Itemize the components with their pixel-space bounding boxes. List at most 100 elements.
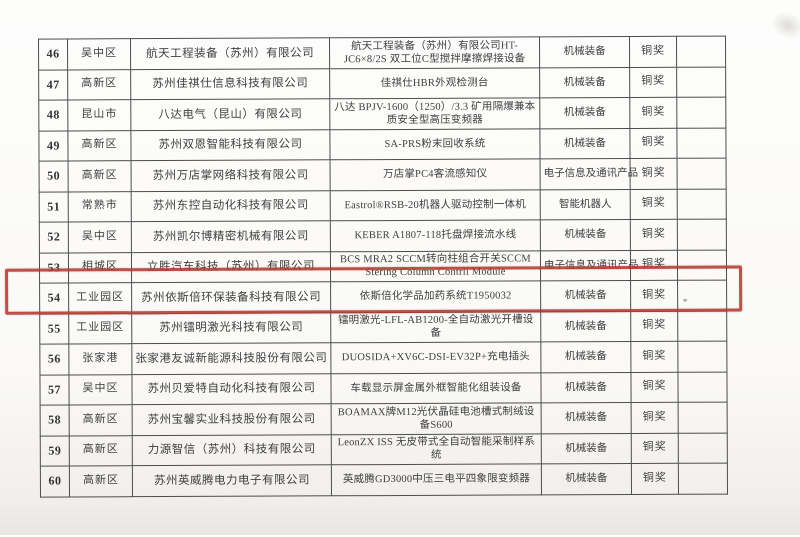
cell-blank (677, 188, 727, 220)
cell-company-name: 苏州英威腾电力电子有限公司 (132, 464, 332, 497)
cell-category: 机械装备 (540, 371, 632, 403)
cell-row-number: 59 (40, 435, 70, 467)
cell-product-name: 航天工程装备（苏州）有限公司HT-JC6×8/2S 双工位C型搅拌摩擦焊接设备 (329, 36, 540, 69)
cell-blank (676, 127, 727, 159)
cell-award: 铜奖 (630, 341, 678, 372)
cell-district: 高新区 (68, 160, 132, 192)
cell-blank (678, 402, 728, 433)
cell-category: 机械装备 (540, 219, 631, 251)
cell-category: 机械装备 (540, 310, 631, 342)
cell-award: 铜奖 (629, 127, 678, 159)
table-row: 55 工业园区 苏州镭明激光科技有限公司 镭明激光-LFL-AB1200-全自动… (39, 310, 727, 345)
cell-blank (677, 219, 727, 250)
cell-row-number: 53 (39, 252, 69, 284)
cell-company-name: 力源智信（苏州）科技有限公司 (132, 434, 332, 466)
cell-blank (677, 280, 727, 311)
cell-district: 吴中区 (68, 221, 132, 253)
cell-product-name: 英威腾GD3000中压三电平四象限变频器 (331, 463, 542, 496)
cell-row-number: 50 (39, 160, 69, 192)
cell-product-name: LeonZX ISS 无皮带式全自动智能采制样系统 (331, 433, 542, 465)
cell-company-name: 航天工程装备（苏州）有限公司 (130, 37, 330, 70)
cell-blank (677, 249, 727, 281)
cell-district: 相城区 (68, 252, 132, 283)
scan-smudge-mark (128, 313, 169, 316)
cell-company-name: 苏州佳祺仕信息科技有限公司 (130, 68, 330, 100)
cell-product-name: 镭明激光-LFL-AB1200-全自动激光开槽设备 (330, 311, 541, 343)
cell-district: 高新区 (67, 69, 131, 100)
cell-award: 铜奖 (630, 371, 679, 403)
award-list-table: 46 吴中区 航天工程装备（苏州）有限公司 航天工程装备（苏州）有限公司HT-J… (38, 36, 728, 497)
cell-award: 铜奖 (631, 402, 679, 433)
cell-category: 电子信息及通讯产品 (540, 249, 639, 281)
cell-award: 铜奖 (629, 36, 677, 67)
cell-blank (677, 158, 727, 189)
table-row: 52 吴中区 苏州凯尔博精密机械有限公司 KEBER A1807-118托盘焊接… (39, 219, 727, 253)
table-row: 46 吴中区 航天工程装备（苏州）有限公司 航天工程装备（苏州）有限公司HT-J… (38, 36, 726, 70)
cell-district: 高新区 (69, 404, 133, 436)
table-row: 54 工业园区 苏州依斯倍环保装备科技有限公司 依斯倍化学品加药系统T19500… (39, 280, 727, 314)
cell-district: 吴中区 (68, 374, 133, 405)
table-row: 58 高新区 苏州宝馨实业科技股份有限公司 BOAMAX牌M12光伏晶硅电池槽式… (40, 402, 728, 436)
cell-award: 铜奖 (631, 463, 679, 494)
table-row: 47 高新区 苏州佳祺仕信息科技有限公司 佳祺仕HBR外观检测台 机械装备 铜奖 (38, 66, 726, 101)
cell-company-name: 八达电气（昆山）有限公司 (130, 98, 330, 131)
cell-blank (677, 371, 728, 403)
table-row: 49 高新区 苏州双恩智能科技有限公司 SA-PRS粉末回收系统 机械装备 铜奖 (38, 127, 727, 162)
cell-row-number: 57 (39, 374, 70, 406)
cell-product-name: KEBER A1807-118托盘焊接流水线 (330, 219, 541, 252)
table-row: 48 昆山市 八达电气（昆山）有限公司 八达 BPJV-1600（1250）/3… (38, 97, 726, 131)
table-body: 46 吴中区 航天工程装备（苏州）有限公司 航天工程装备（苏州）有限公司HT-J… (38, 36, 728, 497)
cell-category: 机械装备 (539, 97, 630, 129)
cell-blank (676, 36, 726, 67)
cell-row-number: 56 (39, 343, 69, 375)
cell-row-number: 48 (38, 99, 68, 131)
table-row: 51 常熟市 苏州东控自动化科技有限公司 Eastrol®RSB-20机器人驱动… (39, 188, 727, 223)
cell-award: 铜奖 (629, 66, 677, 98)
cell-category: 机械装备 (539, 36, 630, 68)
cell-award: 铜奖 (631, 432, 679, 464)
cell-row-number: 46 (38, 38, 68, 70)
cell-row-number: 52 (39, 221, 69, 253)
cell-district: 工业园区 (68, 282, 132, 314)
cell-row-number: 51 (39, 191, 69, 223)
cell-district: 高新区 (69, 465, 133, 497)
cell-company-name: 苏州依斯倍环保装备科技有限公司 (131, 281, 331, 314)
cell-product-name: DUOSIDA+XV6C-DSI-EV32P+充电插头 (330, 341, 541, 374)
cell-company-name: 苏州贝爱特自动化科技有限公司 (131, 373, 332, 405)
cell-company-name: 苏州宝馨实业科技股份有限公司 (132, 403, 332, 436)
cell-award: 铜奖 (630, 280, 678, 311)
cell-company-name: 苏州凯尔博精密机械有限公司 (131, 220, 331, 253)
cell-blank (677, 341, 727, 372)
cell-product-name: SA-PRS粉末回收系统 (329, 128, 541, 160)
cell-district: 吴中区 (67, 38, 131, 70)
cell-company-name: 苏州双恩智能科技有限公司 (130, 129, 331, 161)
cell-award: 铜奖 (629, 97, 677, 128)
table-row: 50 高新区 苏州万店掌网络科技有限公司 万店掌PC4客流感知仪 电子信息及通讯… (39, 158, 727, 192)
cell-category: 机械装备 (539, 66, 630, 98)
cell-category: 智能机器人 (540, 188, 631, 220)
cell-product-name: Eastrol®RSB-20机器人驱动控制一体机 (330, 189, 541, 221)
cell-district: 高新区 (69, 435, 133, 466)
cell-award: 铜奖 (630, 188, 678, 220)
cell-company-name: 张家港友诚新能源科技股份有限公司 (131, 342, 331, 375)
cell-product-name: 依斯倍化学品加药系统T1950032 (330, 280, 541, 313)
cell-district: 高新区 (67, 130, 132, 161)
cell-product-name: BCS MRA2 SCCM转向柱组合开关SCCM Stering Column … (330, 250, 541, 282)
cell-product-name: 佳祺仕HBR外观检测台 (329, 67, 540, 99)
cell-category: 机械装备 (540, 341, 631, 373)
cell-category: 机械装备 (541, 432, 632, 464)
cell-category: 机械装备 (541, 402, 632, 434)
cell-award: 铜奖 (630, 219, 678, 250)
table-row: 60 高新区 苏州英威腾电力电子有限公司 英威腾GD3000中压三电平四象限变频… (40, 463, 728, 497)
cell-row-number: 60 (40, 465, 70, 497)
cell-district: 常熟市 (68, 191, 132, 222)
cell-company-name: 立胜汽车科技（苏州）有限公司 (131, 251, 331, 283)
cell-product-name: 万店掌PC4客流感知仪 (330, 158, 541, 191)
cell-district: 昆山市 (67, 99, 131, 131)
cell-blank (677, 310, 727, 342)
cell-category: 电子信息及通讯产品 (540, 158, 638, 190)
cell-row-number: 47 (38, 69, 68, 101)
cell-row-number: 55 (39, 313, 69, 345)
cell-blank (676, 97, 726, 128)
